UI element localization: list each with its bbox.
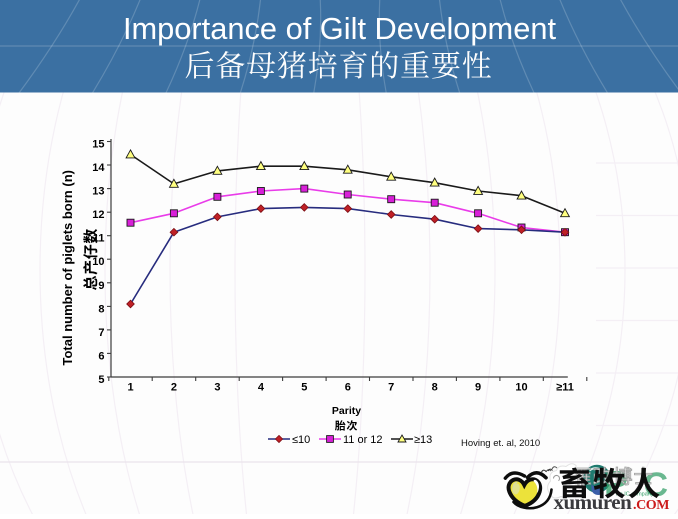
svg-text:12: 12: [92, 209, 104, 221]
svg-text:10: 10: [92, 256, 104, 268]
svg-text:9: 9: [98, 280, 104, 292]
svg-text:xumuren: xumuren: [554, 490, 633, 514]
svg-text:9: 9: [475, 382, 481, 394]
svg-text:8: 8: [98, 303, 104, 315]
svg-text:5: 5: [301, 382, 307, 394]
svg-text:6: 6: [345, 382, 351, 394]
svg-text:Total number of piglets born (: Total number of piglets born (n): [60, 170, 75, 365]
svg-text:Hoving et. al, 2010: Hoving et. al, 2010: [461, 438, 540, 449]
svg-text:≥13: ≥13: [414, 434, 432, 446]
svg-text:7: 7: [98, 327, 104, 339]
svg-text:3: 3: [214, 382, 220, 394]
svg-text:≥11: ≥11: [556, 382, 574, 394]
svg-text:11 or 12: 11 or 12: [343, 434, 383, 446]
svg-text:≤10: ≤10: [292, 434, 310, 446]
svg-text:1: 1: [127, 382, 133, 394]
svg-text:2: 2: [171, 382, 177, 394]
svg-text:6: 6: [98, 350, 104, 362]
svg-text:5: 5: [98, 374, 104, 386]
svg-text:.COM: .COM: [633, 498, 669, 513]
svg-text:11: 11: [93, 233, 105, 245]
svg-text:15: 15: [92, 139, 104, 151]
svg-text:Parity: Parity: [332, 405, 361, 417]
svg-text:4: 4: [258, 382, 265, 394]
svg-text:13: 13: [92, 186, 104, 198]
svg-text:Importance of Gilt Development: Importance of Gilt Development: [123, 11, 557, 46]
svg-text:8: 8: [432, 382, 438, 394]
svg-text:14: 14: [92, 162, 105, 174]
svg-text:10: 10: [515, 382, 527, 394]
svg-text:7: 7: [388, 382, 394, 394]
